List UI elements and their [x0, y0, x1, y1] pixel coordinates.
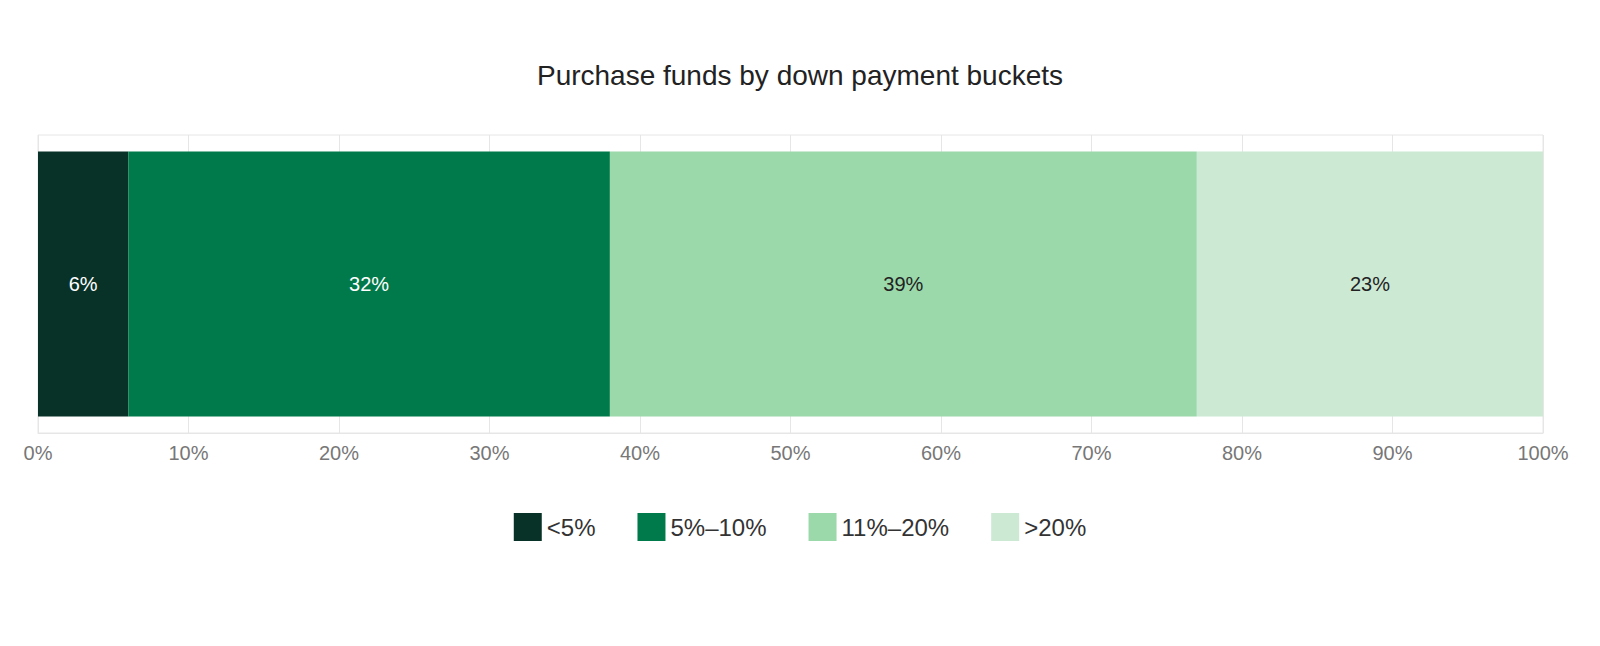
svg-text:20%: 20% [319, 442, 359, 464]
svg-text:5%–10%: 5%–10% [670, 514, 766, 541]
svg-text:39%: 39% [883, 273, 923, 295]
svg-text:>20%: >20% [1024, 514, 1086, 541]
svg-text:80%: 80% [1222, 442, 1262, 464]
svg-text:<5%: <5% [547, 514, 596, 541]
svg-text:90%: 90% [1372, 442, 1412, 464]
svg-text:11%–20%: 11%–20% [842, 514, 950, 541]
svg-text:40%: 40% [620, 442, 660, 464]
svg-text:100%: 100% [1517, 442, 1568, 464]
svg-text:23%: 23% [1350, 273, 1390, 295]
svg-text:6%: 6% [69, 273, 98, 295]
svg-text:32%: 32% [349, 273, 389, 295]
svg-text:0%: 0% [24, 442, 53, 464]
svg-text:70%: 70% [1071, 442, 1111, 464]
svg-text:60%: 60% [921, 442, 961, 464]
svg-text:10%: 10% [168, 442, 208, 464]
svg-text:Purchase funds by down payment: Purchase funds by down payment buckets [537, 60, 1063, 91]
svg-text:50%: 50% [770, 442, 810, 464]
svg-text:30%: 30% [469, 442, 509, 464]
